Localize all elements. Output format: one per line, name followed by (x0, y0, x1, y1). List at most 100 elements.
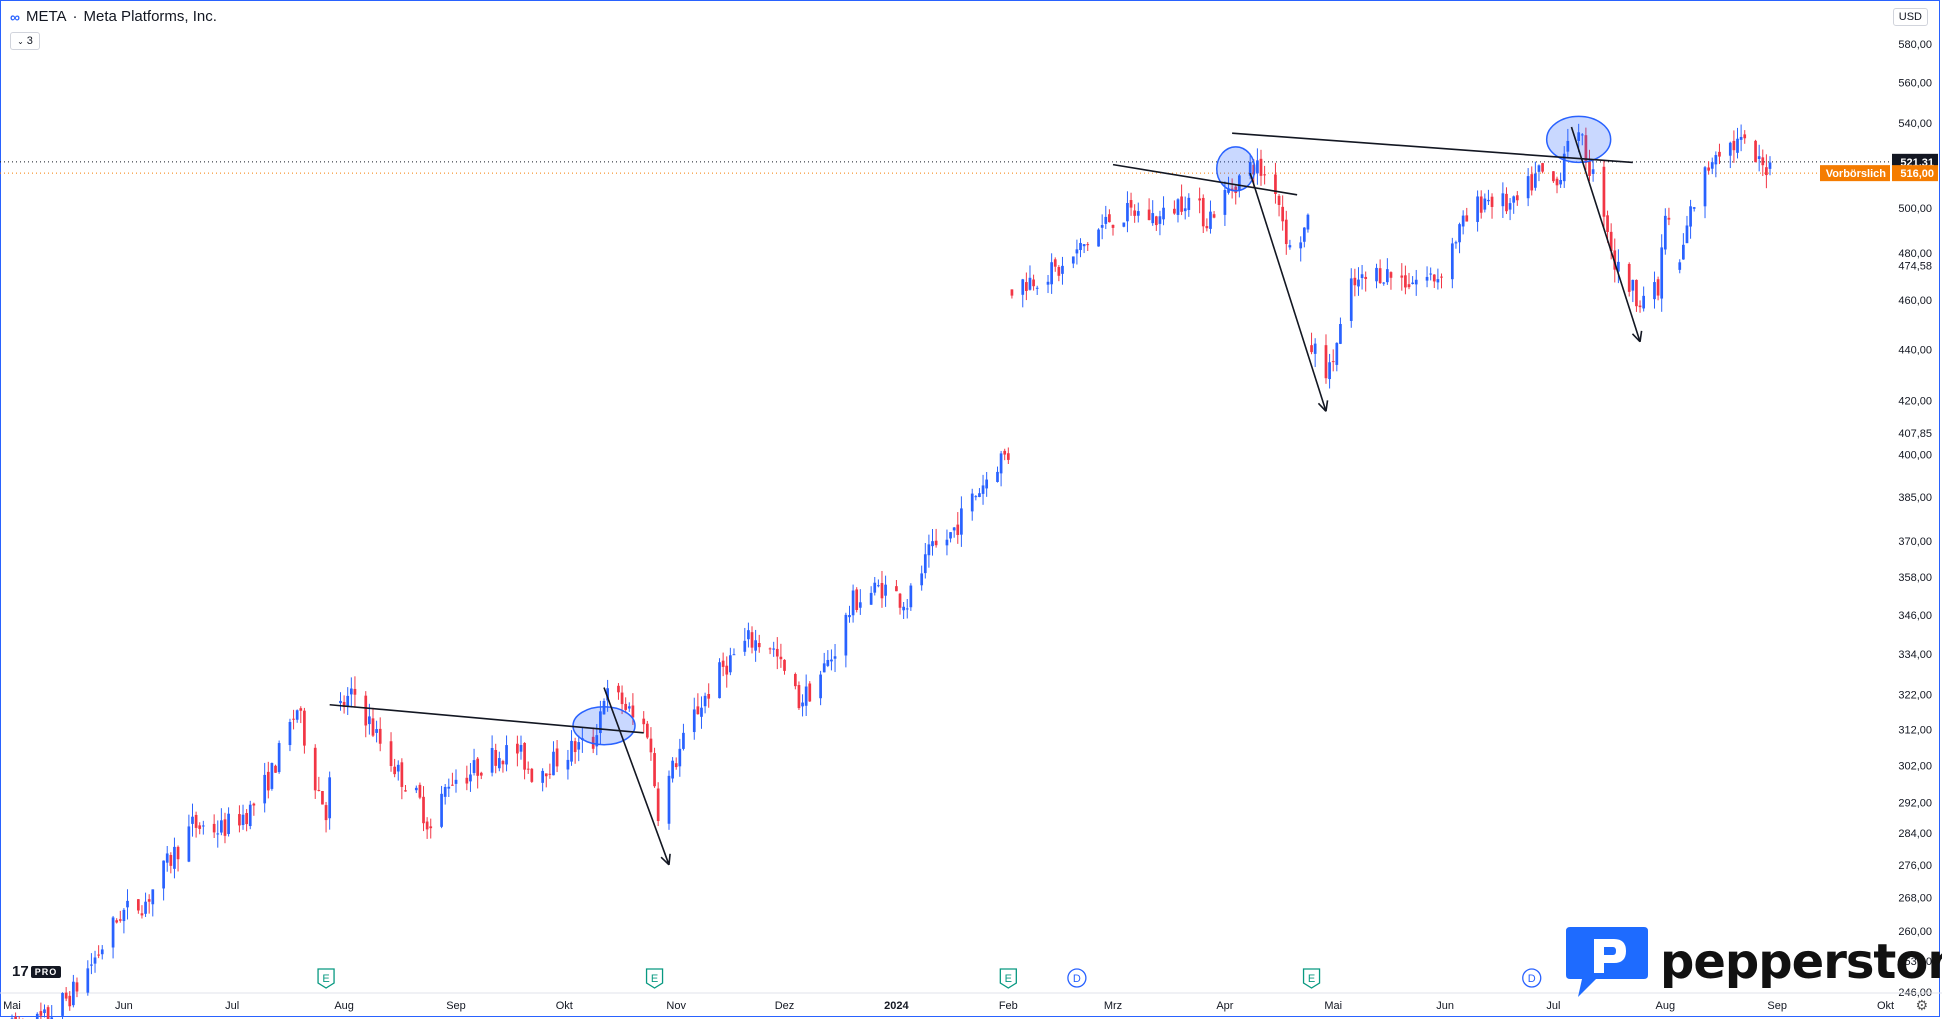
candle-body (1248, 162, 1252, 176)
candle-body (880, 583, 884, 599)
candle-body (1728, 142, 1732, 156)
candle-body (757, 642, 761, 648)
candle-body (187, 826, 191, 862)
candle-body (194, 814, 198, 828)
candle-body (1035, 287, 1039, 289)
price-tick-label: 334,00 (1898, 649, 1932, 661)
candle-body (1201, 197, 1205, 227)
price-tick-label: 268,00 (1898, 892, 1932, 904)
candle-body (1505, 193, 1508, 212)
candle-body (1768, 162, 1772, 169)
candle-body (165, 853, 169, 863)
settings-gear-icon[interactable]: ⚙ (1915, 997, 1928, 1013)
arrow-head (1631, 333, 1641, 343)
candle-body (985, 479, 989, 489)
meta-logo-icon: ∞ (10, 8, 20, 25)
candle-body (858, 602, 862, 608)
candle-body (1458, 224, 1461, 243)
price-tick-label: 580,00 (1898, 39, 1932, 51)
candle-body (631, 705, 635, 718)
price-tick-label: 322,00 (1898, 689, 1932, 701)
candle-body (1566, 140, 1570, 152)
arrow-head (1317, 402, 1327, 412)
candle-body (725, 665, 729, 675)
candle-body (353, 688, 357, 695)
candle-body (1288, 245, 1292, 248)
candle-body (718, 662, 721, 699)
candle-body (1252, 164, 1256, 175)
candle-body (801, 702, 804, 707)
collapse-indicators-button[interactable]: ⌄ 3 (10, 32, 40, 50)
candle-body (1483, 198, 1487, 210)
dividend-event-icon (1067, 968, 1087, 988)
candle-body (1050, 262, 1053, 285)
candle-body (952, 527, 956, 531)
symbol-header[interactable]: ∞ META · Meta Platforms, Inc. (10, 8, 217, 25)
candle-body (895, 586, 898, 592)
candle-body (375, 729, 378, 733)
candle-body (1526, 176, 1530, 199)
currency-selector[interactable]: USD (1892, 8, 1928, 26)
arrow-head (1639, 330, 1643, 342)
candle-body (1075, 249, 1079, 254)
candle-body (931, 541, 934, 547)
price-tick-label: 253,00 (1898, 956, 1932, 968)
price-tick-label: 284,00 (1898, 828, 1932, 840)
candle-body (469, 774, 472, 782)
time-tick-label: Apr (1216, 1000, 1233, 1012)
candle-body (1173, 208, 1176, 214)
candle-body (490, 747, 494, 773)
candle-body (548, 773, 552, 775)
candle-body (851, 590, 855, 616)
candle-body (707, 694, 711, 699)
candle-body (339, 700, 342, 704)
candle-body (996, 471, 999, 482)
candle-body (772, 648, 776, 650)
time-axis: Mai Jun Jul Aug Sep Okt Nov Dez 2024 Feb Mrz Apr Mai… (3, 1000, 1894, 1012)
time-tick-label: Mai (1324, 1000, 1342, 1012)
candle-body (555, 748, 559, 767)
candle-body (819, 674, 822, 699)
candle-body (674, 763, 678, 768)
tradingview-logo[interactable]: 17 PRO (12, 963, 62, 980)
candle-body (1682, 244, 1685, 260)
candle-body (1555, 178, 1559, 186)
candle-body (162, 860, 165, 889)
time-tick-label: Feb (999, 1000, 1018, 1012)
candle-body (14, 1016, 17, 1019)
candle-body (1754, 140, 1757, 163)
candle-body (620, 692, 624, 705)
candle-body (144, 901, 147, 914)
candle-body (1006, 453, 1010, 460)
candle-body (978, 493, 981, 498)
candle-body (364, 695, 368, 726)
candle-body (328, 777, 332, 819)
candle-body (1302, 227, 1306, 242)
candle-body (1609, 231, 1613, 252)
candle-body (1635, 279, 1638, 307)
candle-body (396, 764, 400, 772)
candle-body (93, 957, 97, 964)
candle-body (61, 993, 64, 1016)
candle-body (1310, 345, 1313, 353)
pepperstone-wordmark: pepperstone (1660, 934, 1942, 990)
candle-body (869, 592, 873, 605)
candle-body (220, 820, 223, 833)
candle-body (902, 606, 905, 611)
arrow-head (1325, 400, 1329, 412)
candle-body (1537, 165, 1541, 172)
candle-body (1461, 215, 1465, 227)
time-tick-label: Jun (1436, 1000, 1454, 1012)
candle-body (1061, 265, 1064, 274)
candle-body (472, 760, 476, 773)
candle-body (136, 899, 140, 911)
candle-body (1306, 214, 1310, 230)
candle-body (700, 707, 703, 717)
candle-body (368, 716, 371, 725)
candle-body (313, 747, 317, 791)
candle-body (1183, 208, 1187, 212)
candle-body (1274, 174, 1277, 194)
candle-body (64, 992, 68, 999)
candle-body (1736, 138, 1739, 153)
